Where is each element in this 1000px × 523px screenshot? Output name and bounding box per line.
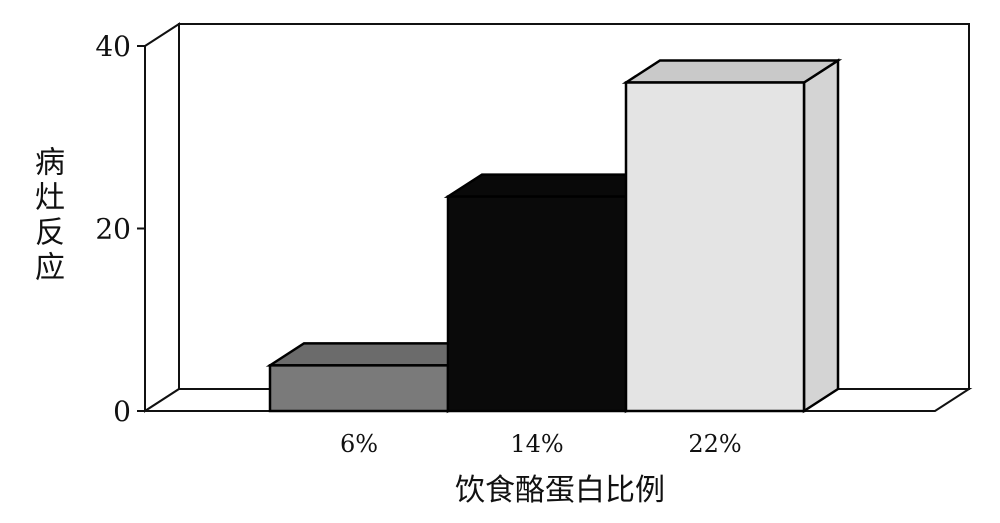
bar-front xyxy=(446,195,628,413)
side-wall xyxy=(144,22,180,413)
bar xyxy=(621,58,843,414)
bar-side xyxy=(802,58,840,414)
bars xyxy=(265,58,843,414)
y-axis: 0 20 40 xyxy=(95,30,146,428)
bar-front xyxy=(624,81,806,413)
y-tick-label: 0 xyxy=(113,395,131,428)
x-axis: 6% 14% 22% xyxy=(340,430,742,458)
y-axis-label: 病灶反应 xyxy=(29,146,64,286)
x-axis-label: 饮食酪蛋白比例 xyxy=(455,473,665,508)
bar-top xyxy=(621,59,843,84)
x-tick-label: 22% xyxy=(688,430,741,458)
y-tick-label: 40 xyxy=(95,30,131,63)
y-tick-label: 20 xyxy=(95,213,131,246)
bar-front xyxy=(268,364,450,413)
x-tick-label: 6% xyxy=(340,430,378,458)
x-tick-label: 14% xyxy=(510,430,563,458)
